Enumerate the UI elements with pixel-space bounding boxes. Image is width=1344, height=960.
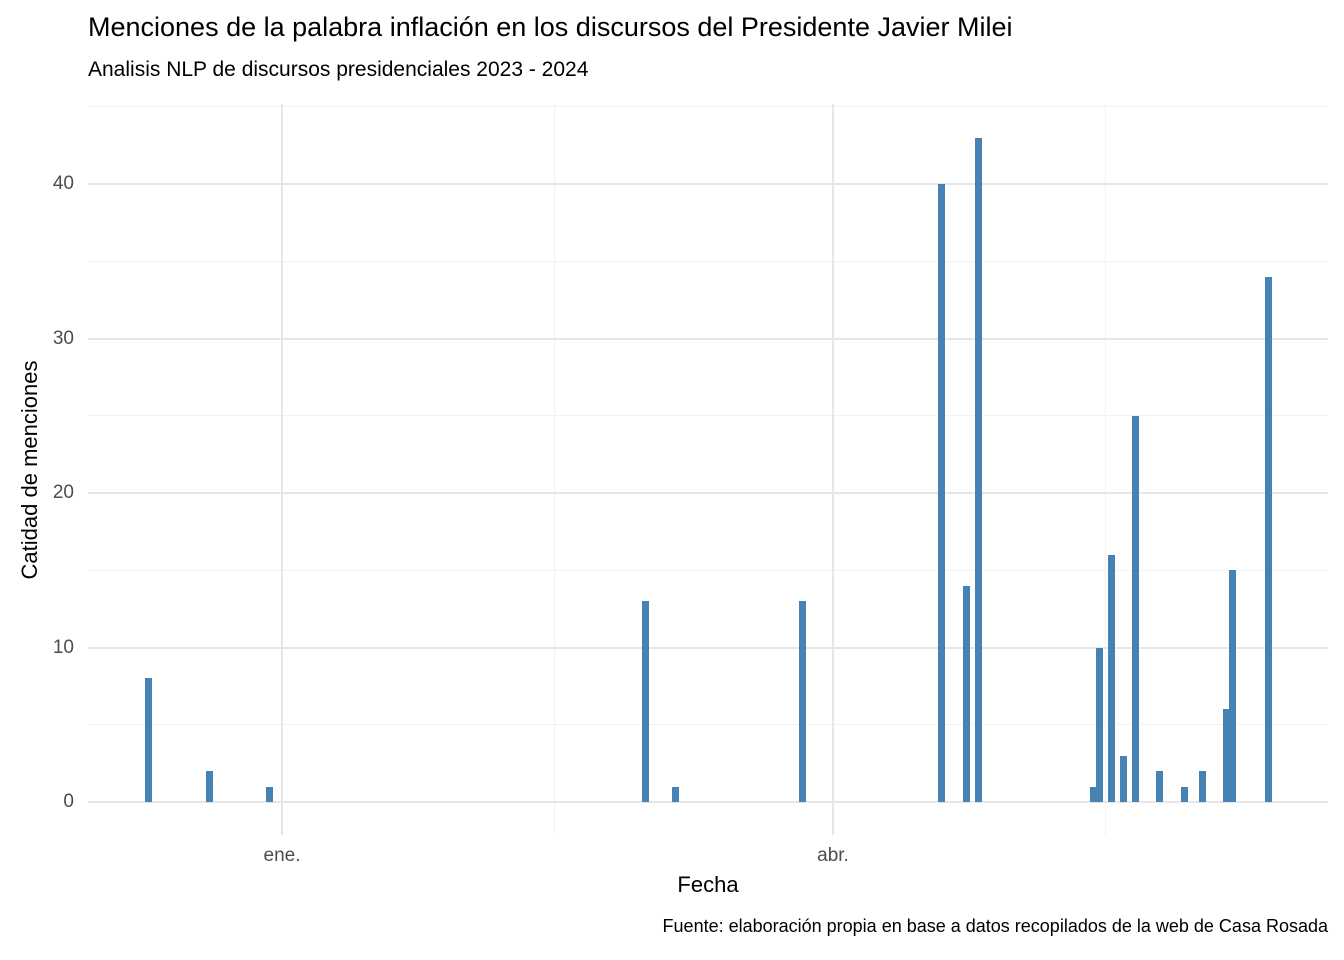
gridline-y-minor [88,106,1328,108]
bar [1229,570,1237,802]
gridline-y-minor [88,260,1328,262]
gridline-y-major [88,337,1328,340]
bar [974,137,982,802]
bar [1265,276,1273,802]
bar [1108,554,1116,802]
bar [1180,786,1188,802]
x-axis-title: Fecha [677,872,739,897]
gridline-y-minor [88,569,1328,571]
y-tick-label: 20 [52,482,74,503]
gridline-x-major [832,104,834,835]
y-tick-label: 40 [52,173,74,194]
y-tick-label: 10 [52,636,74,658]
bar [962,585,970,802]
y-tick-label: 0 [63,791,74,812]
gridline-y-major [88,646,1328,649]
bar [1198,771,1206,802]
gridline-y-major [88,183,1328,185]
chart-caption: Fuente: elaboración propia en base a dat… [662,916,1328,936]
x-tick-label: abr. [817,845,849,866]
bar [145,678,153,802]
bar [1120,755,1128,802]
bar [1223,709,1231,802]
bar [1089,786,1097,802]
chart-title: Menciones de la palabra inflación en los… [88,12,1013,42]
bar [1156,771,1164,802]
y-axis-title: Catidad de menciones [17,360,42,580]
gridline-y-major [88,801,1328,803]
bar [799,601,807,802]
gridline-y-minor [88,724,1328,726]
bar [938,184,946,802]
gridline-x-minor [1104,104,1106,835]
x-tick-label: ene. [263,845,301,866]
bar [1132,415,1140,802]
gridline-y-major [88,492,1328,494]
bar [205,771,213,802]
chart-subtitle: Analisis NLP de discursos presidenciales… [88,58,589,81]
bar [641,601,649,802]
y-tick-label: 30 [52,327,74,349]
gridline-x-minor [553,104,555,835]
plot-panel [88,104,1328,835]
bar [1095,647,1103,802]
bar [672,786,680,802]
gridline-x-major [281,104,283,835]
bar [266,786,274,802]
gridline-y-minor [88,415,1328,417]
